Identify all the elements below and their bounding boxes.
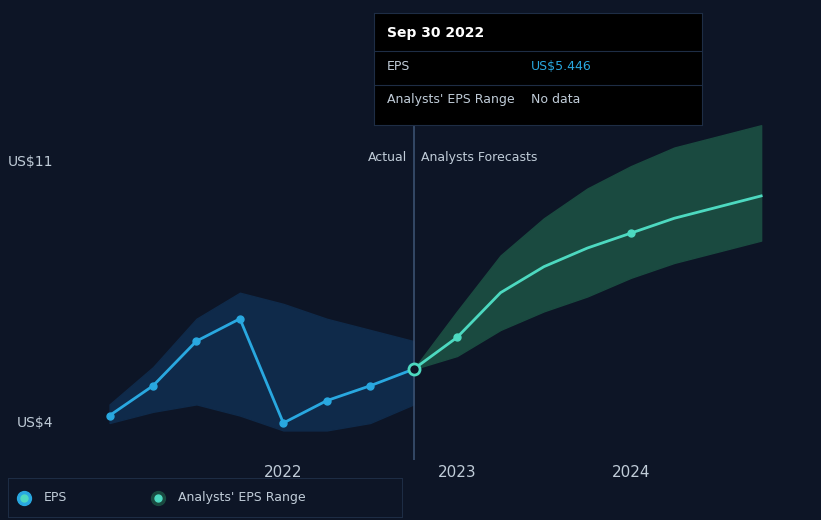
Text: Analysts' EPS Range: Analysts' EPS Range <box>387 94 514 107</box>
Text: US$11: US$11 <box>8 155 53 170</box>
Text: Analysts' EPS Range: Analysts' EPS Range <box>177 491 305 504</box>
Text: No data: No data <box>531 94 580 107</box>
Text: EPS: EPS <box>387 60 410 73</box>
Text: US$5.446: US$5.446 <box>531 60 592 73</box>
Text: US$4: US$4 <box>17 416 53 430</box>
Text: Analysts Forecasts: Analysts Forecasts <box>420 151 537 164</box>
Text: Sep 30 2022: Sep 30 2022 <box>387 27 484 41</box>
Text: EPS: EPS <box>44 491 67 504</box>
Text: Actual: Actual <box>368 151 406 164</box>
